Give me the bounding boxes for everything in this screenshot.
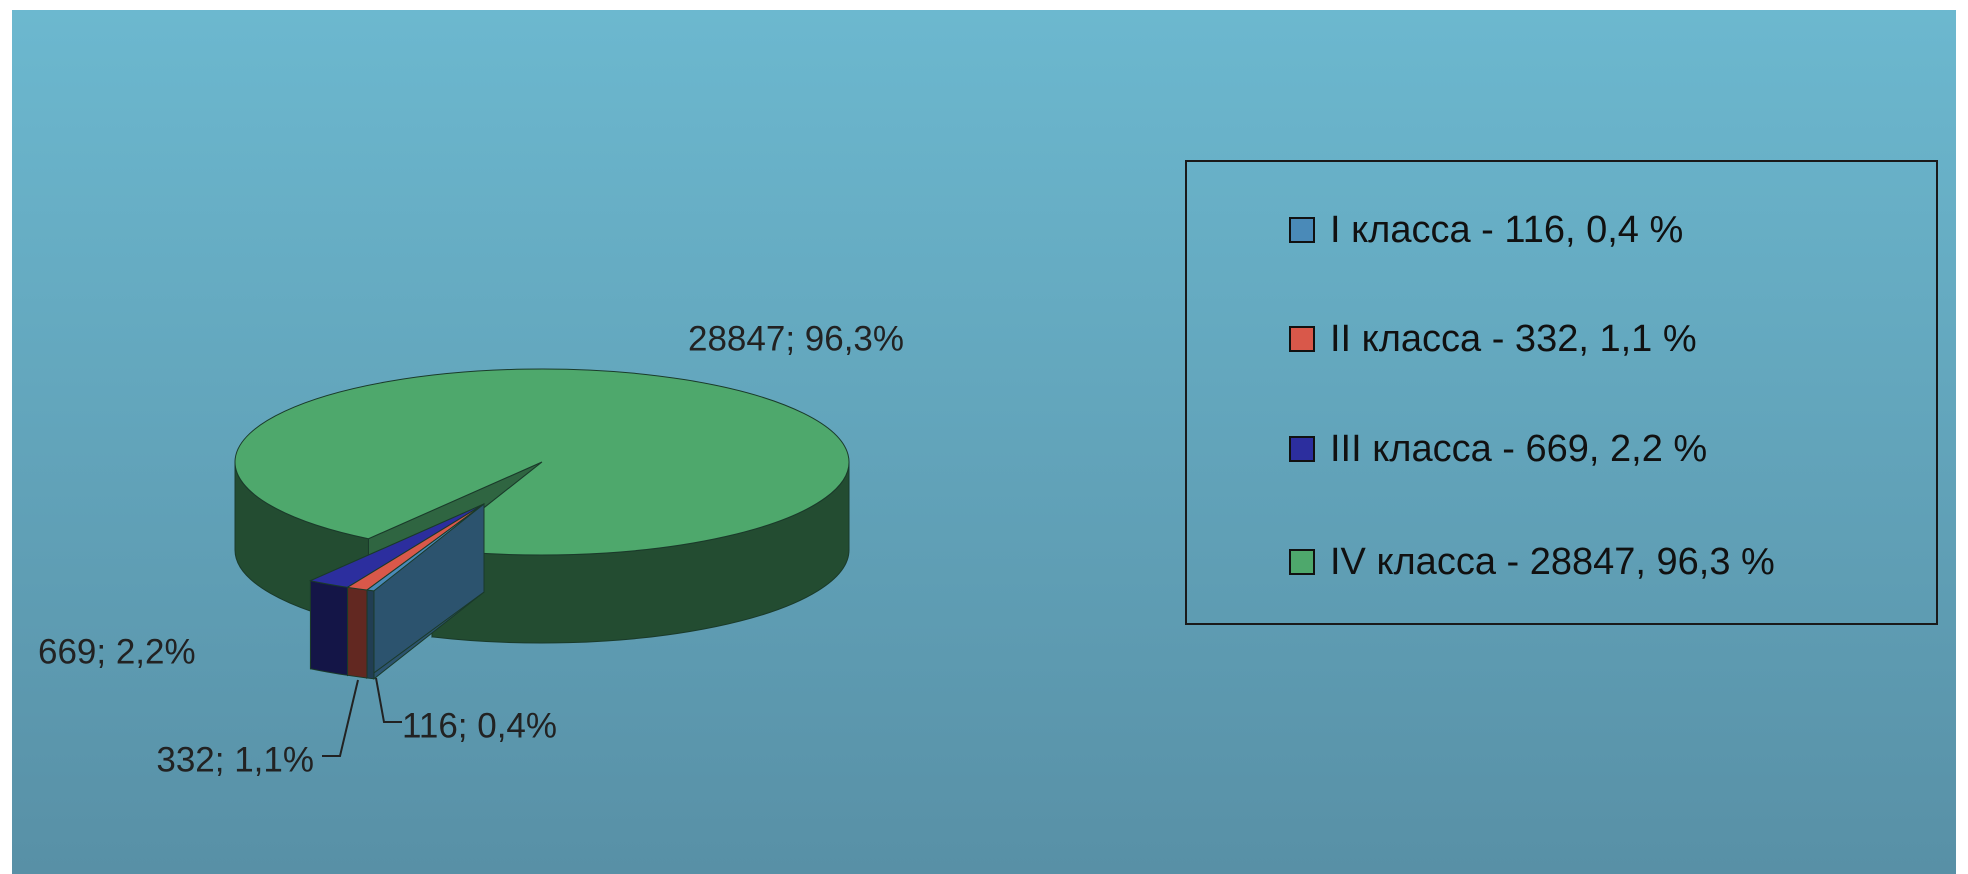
pie	[234, 368, 850, 680]
legend-swatch	[1289, 326, 1315, 352]
slice-wall	[366, 589, 375, 680]
legend-label: I класса - 116, 0,4 %	[1330, 209, 1683, 251]
slice	[365, 503, 485, 592]
legend-label: IV класса - 28847, 96,3 %	[1330, 541, 1775, 583]
legend-swatch	[1289, 549, 1315, 575]
data-label: 669; 2,2%	[38, 632, 196, 671]
legend-label: II класса - 332, 1,1 %	[1330, 318, 1697, 360]
slice-wall	[309, 580, 349, 676]
leader-line	[375, 677, 402, 723]
legend: I класса - 116, 0,4 % II класса - 332, 1,…	[1289, 209, 1775, 583]
legend-swatch	[1289, 436, 1315, 462]
data-label: 332; 1,1%	[156, 740, 314, 779]
legend-box	[1185, 160, 1938, 625]
slice	[234, 368, 850, 556]
data-labels: 116; 0,4% 332; 1,1% 669; 2,2% 28847; 96,3%	[38, 319, 904, 779]
data-label: 28847; 96,3%	[688, 319, 904, 358]
data-label: 116; 0,4%	[402, 706, 557, 745]
leader-line	[322, 679, 359, 757]
slice-wall	[347, 586, 368, 679]
legend-label: III класса - 669, 2,2 %	[1330, 428, 1707, 470]
legend-swatch	[1289, 217, 1315, 243]
